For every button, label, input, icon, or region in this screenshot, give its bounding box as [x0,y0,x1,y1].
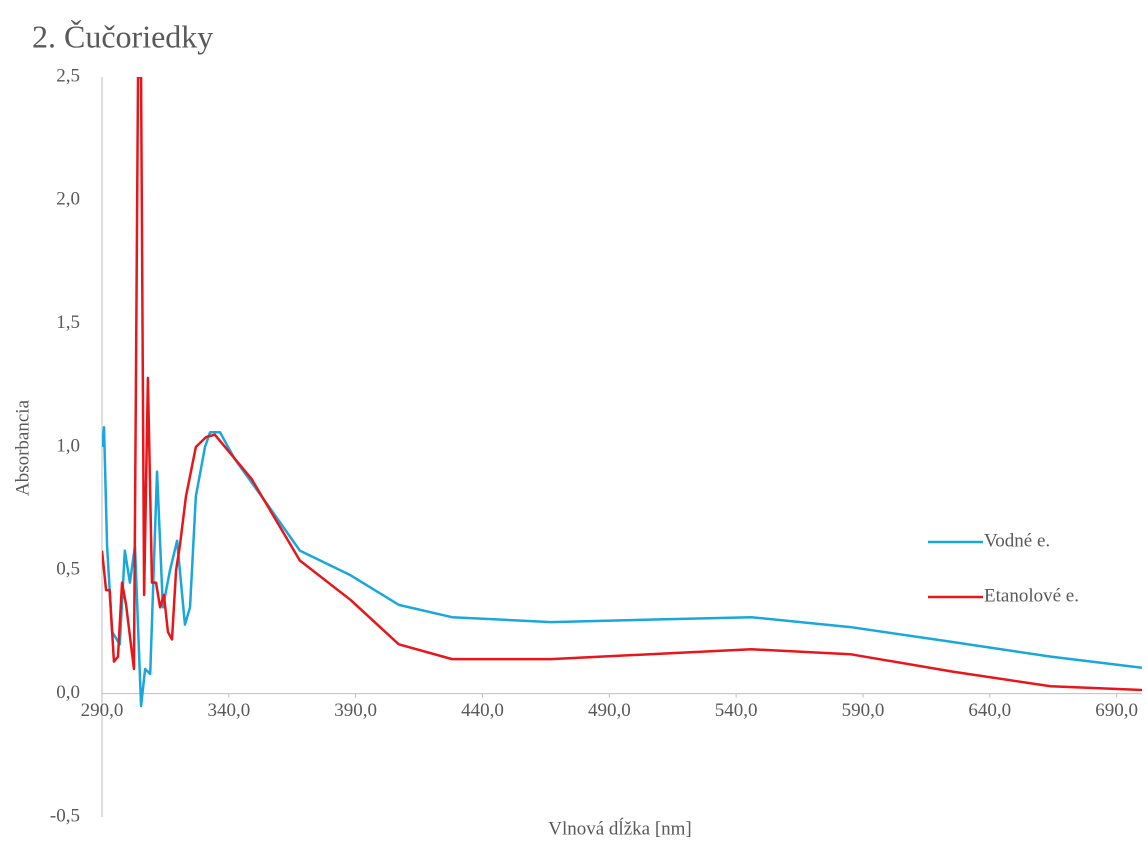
x-tick-label: 490,0 [588,700,631,721]
y-tick-label: 0,5 [56,559,80,580]
legend-label: Etanolové e. [984,585,1079,606]
chart-title: 2. Čučoriedky [32,18,213,54]
y-tick-label: -0,5 [50,805,80,826]
x-tick-label: 690,0 [1095,700,1138,721]
x-axis-title: Vlnová dĺžka [nm] [548,817,692,839]
x-tick-label: 440,0 [461,700,504,721]
x-tick-label: 340,0 [207,700,250,721]
x-tick-label: 390,0 [334,700,377,721]
x-tick-label: 290,0 [81,700,124,721]
y-tick-label: 2,5 [56,65,80,86]
series-line [102,77,1142,692]
y-tick-label: 1,0 [56,435,80,456]
x-tick-label: 590,0 [842,700,885,721]
x-tick-label: 540,0 [715,700,758,721]
series-line [102,426,1142,708]
y-tick-label: 2,0 [56,189,80,210]
x-tick-label: 640,0 [968,700,1011,721]
legend-label: Vodné e. [984,530,1050,551]
y-axis-title: Absorbancia [12,399,33,496]
y-tick-label: 0,0 [56,682,80,703]
y-tick-label: 1,5 [56,312,80,333]
